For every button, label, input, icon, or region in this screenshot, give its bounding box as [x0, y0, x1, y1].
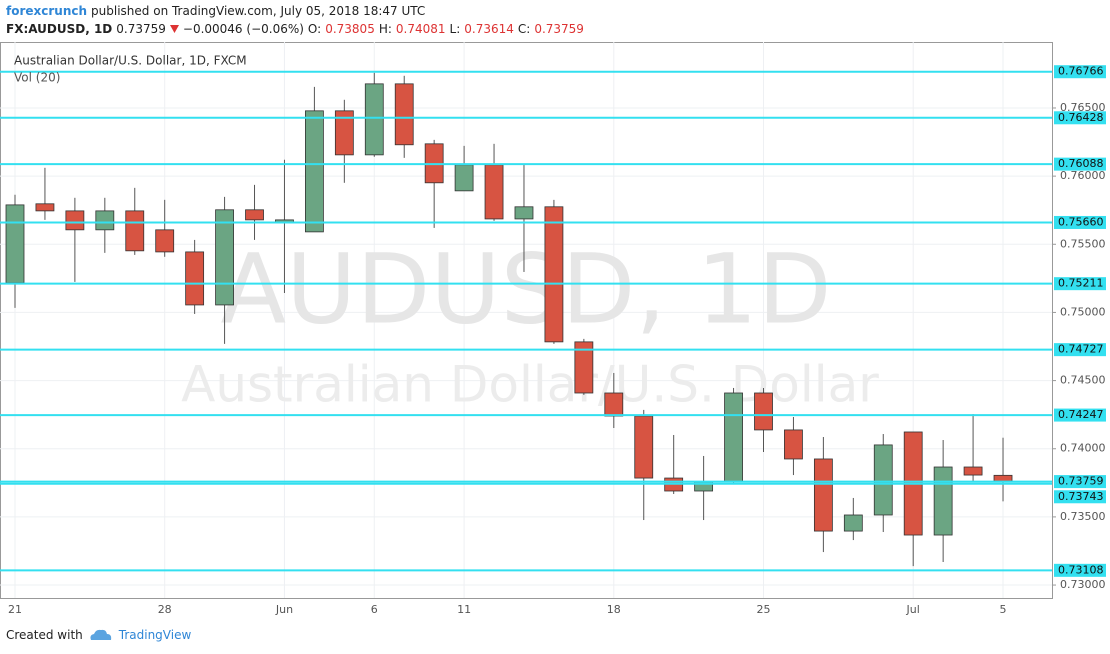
level-label-box — [1054, 65, 1106, 79]
candle-body — [634, 415, 654, 479]
down-arrow — [169, 25, 179, 33]
change: −0.00046 (−0.06%) — [182, 22, 304, 36]
candle-body — [394, 83, 414, 146]
level-label: 0.73108 — [1058, 563, 1104, 576]
candle-body — [574, 341, 594, 394]
level-label: 0.75211 — [1058, 277, 1104, 290]
candle-body — [215, 209, 234, 306]
y-tick-label: 0.75500 — [1060, 237, 1106, 250]
low: 0.73614 — [464, 22, 514, 36]
author[interactable]: forexcrunch — [6, 4, 88, 18]
publish-line: forexcrunch published on TradingView.com… — [6, 4, 425, 18]
candle-body — [334, 110, 354, 156]
high-label: H: — [378, 22, 392, 36]
level-label-box — [1054, 215, 1106, 229]
candle-body — [963, 466, 983, 476]
candle-body — [784, 429, 803, 460]
close: 0.73759 — [534, 22, 584, 36]
level-label-box — [1054, 343, 1106, 357]
candle-body — [604, 392, 624, 417]
chart-subtitle: Vol (20) — [14, 71, 60, 85]
low-label: L: — [449, 22, 461, 36]
level-label: 0.76428 — [1058, 111, 1104, 124]
x-tick-label: Jun — [275, 603, 293, 616]
quote-line: FX:AUDUSD, 1D 0.73759 −0.00046 (−0.06%) … — [6, 22, 584, 36]
level-label: 0.73759 — [1058, 475, 1104, 488]
level-label-box — [1054, 408, 1106, 422]
x-tick-label: 21 — [8, 603, 22, 616]
candle-body — [364, 83, 384, 156]
level-label: 0.74247 — [1058, 408, 1104, 421]
published: published on TradingView.com, July 05, 2… — [91, 4, 426, 18]
y-tick-label: 0.74500 — [1060, 374, 1106, 387]
candle-body — [754, 392, 773, 431]
candle-body — [155, 229, 175, 253]
brand[interactable]: TradingView — [118, 628, 192, 642]
level-label: 0.76088 — [1058, 157, 1104, 170]
footer: Created with TradingView — [6, 628, 191, 642]
level-label: 0.74727 — [1058, 343, 1104, 356]
watermark-symbol: AUDUSD, 1D — [220, 233, 831, 345]
candle-body — [544, 206, 564, 343]
x-tick-label: 11 — [457, 603, 471, 616]
level-label: 0.75660 — [1058, 215, 1104, 228]
chart: 0.73000 0.73500 0.74000 0.74500 0.75000 0.755… — [0, 42, 1106, 616]
candle-body — [843, 514, 863, 532]
level-label-box — [1054, 563, 1106, 577]
x-tick-label: 25 — [757, 603, 771, 616]
level-label-box — [1054, 475, 1106, 489]
y-tick-label: 0.76500 — [1060, 101, 1106, 114]
x-tick-label: 18 — [607, 603, 621, 616]
tradingview-logo[interactable] — [89, 628, 113, 642]
candle-body — [813, 458, 833, 532]
candle-body — [873, 444, 893, 516]
y-tick-label: 0.74000 — [1060, 442, 1106, 455]
x-tick-label: Jul — [906, 603, 920, 616]
candle-body — [454, 164, 474, 192]
candle-body — [125, 210, 145, 252]
x-tick-label: 5 — [1000, 603, 1007, 616]
last-price: 0.73759 — [116, 22, 166, 36]
close-label: C: — [517, 22, 531, 36]
level-label-box — [1054, 111, 1106, 125]
candle-body — [95, 210, 115, 231]
y-tick-label: 0.73500 — [1060, 510, 1106, 523]
level-label-box — [1054, 490, 1106, 504]
candle-body — [484, 164, 504, 220]
open-label: O: — [307, 22, 322, 36]
open: 0.73805 — [325, 22, 375, 36]
y-tick-label: 0.76000 — [1060, 169, 1106, 182]
candle-body — [185, 251, 205, 306]
chart-title: Australian Dollar/U.S. Dollar, 1D, FXCM — [14, 54, 247, 68]
candle-body — [304, 110, 324, 233]
candle-body — [65, 210, 85, 231]
created-with: Created with — [6, 628, 83, 642]
level-label: 0.73743 — [1058, 490, 1104, 503]
high: 0.74081 — [395, 22, 446, 36]
candle-body — [724, 392, 743, 483]
x-tick-label: 6 — [371, 603, 378, 616]
level-label-box — [1054, 277, 1106, 291]
y-tick-label: 0.73000 — [1060, 578, 1106, 591]
y-tick-label: 0.75000 — [1060, 305, 1106, 318]
candle-body — [514, 206, 534, 220]
candle-body — [933, 466, 953, 536]
candle-body — [35, 203, 55, 212]
level-label-box — [1054, 157, 1106, 171]
x-tick-label: 28 — [158, 603, 172, 616]
candle-body — [5, 204, 25, 284]
candle-body — [245, 209, 264, 221]
watermark-description: Australian Dollar/U.S. Dollar — [181, 356, 879, 414]
level-label: 0.76766 — [1058, 65, 1104, 78]
symbol: FX:AUDUSD, 1D — [6, 22, 113, 36]
